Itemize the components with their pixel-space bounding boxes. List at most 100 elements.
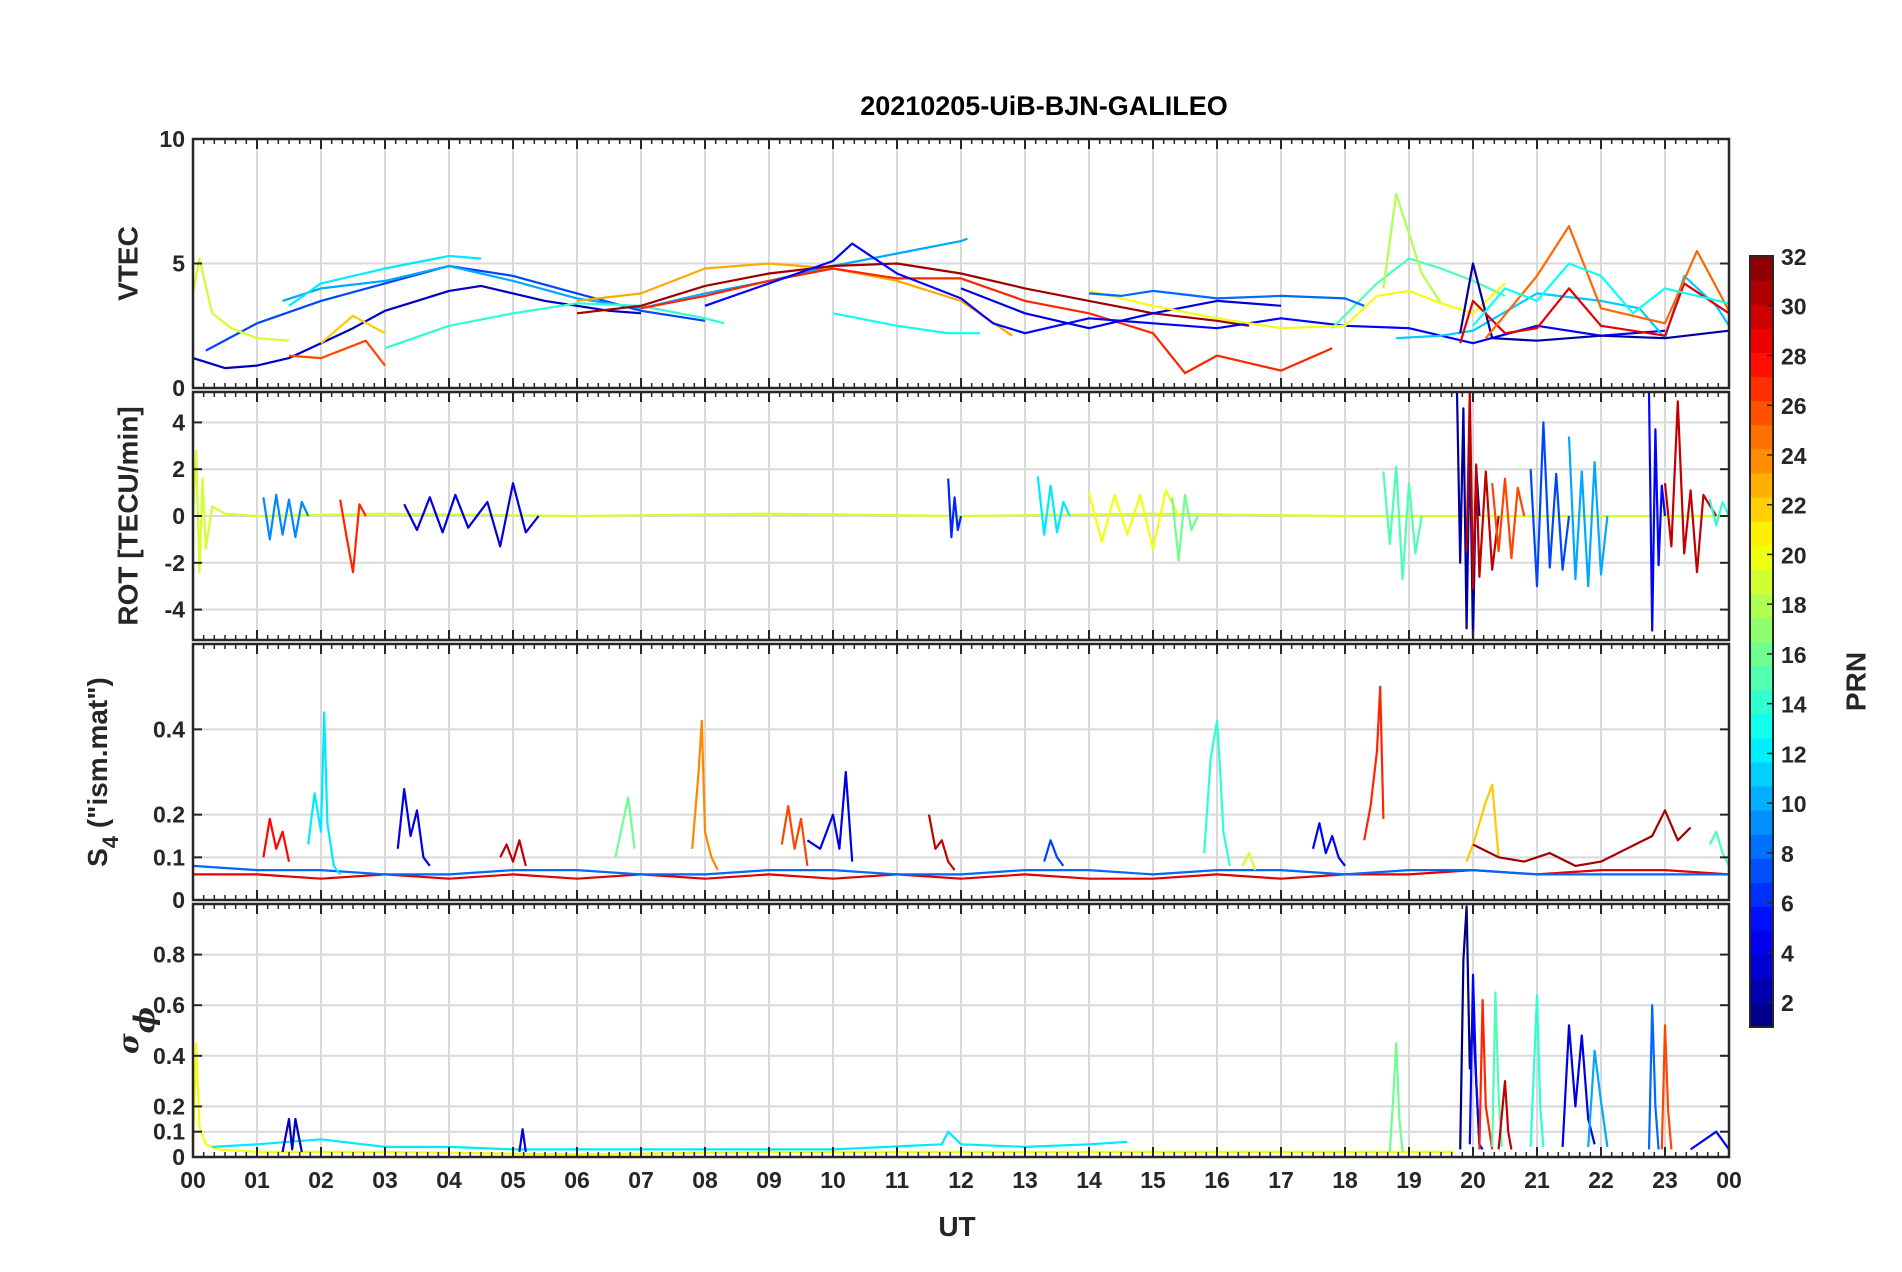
panel-s4: 0 0.1 0.2 0.4 S4 ("ism.mat") bbox=[82, 642, 1731, 913]
s4-series-prn19 bbox=[1241, 851, 1257, 871]
rot-series-prn30 bbox=[1663, 400, 1718, 574]
rot-series-prn16 bbox=[1171, 493, 1199, 562]
s4-series-prn30 bbox=[927, 814, 956, 871]
vtec-series-prn26 bbox=[288, 339, 386, 367]
colorbar-tick-label: 26 bbox=[1781, 393, 1807, 419]
colorbar-swatch bbox=[1750, 424, 1773, 450]
vtec-series-prn25 bbox=[1484, 225, 1729, 339]
x-tick-label: 09 bbox=[756, 1167, 782, 1193]
x-tick-label: 01 bbox=[244, 1167, 270, 1193]
colorbar-swatch bbox=[1750, 448, 1773, 474]
vtec-series-prn23 bbox=[576, 262, 1013, 337]
colorbar-swatch bbox=[1750, 593, 1773, 619]
vtec-series-prn18 bbox=[1382, 192, 1442, 304]
rot-series-prn9 bbox=[262, 493, 310, 541]
sigma-series-prn4 bbox=[518, 1128, 527, 1153]
x-tick-label: 07 bbox=[628, 1167, 654, 1193]
rot-series-prn6 bbox=[947, 478, 963, 539]
vtec-series-prn14 bbox=[384, 302, 725, 350]
colorbar-swatch bbox=[1750, 882, 1773, 908]
vtec-y-tick-label: 0 bbox=[172, 375, 185, 401]
vtec-series-prn5 bbox=[704, 242, 1666, 345]
s4-series-prn22 bbox=[1465, 783, 1500, 862]
s4-series-prn28 bbox=[262, 817, 291, 862]
colorbar-swatch bbox=[1750, 352, 1773, 378]
colorbar-swatch bbox=[1750, 1002, 1773, 1028]
x-tick-label: 00 bbox=[1716, 1167, 1742, 1193]
colorbar-tick-label: 32 bbox=[1781, 244, 1807, 270]
vtec-series-prn4 bbox=[960, 287, 1282, 330]
colorbar-swatch bbox=[1750, 689, 1773, 715]
rot-series-prn19 bbox=[193, 449, 1729, 574]
vtec-series-group bbox=[193, 192, 1729, 375]
sigma-series-prn20 bbox=[193, 1042, 1454, 1156]
rot-y-tick-label: -2 bbox=[165, 550, 185, 576]
sigma-series-prn10 bbox=[1587, 1049, 1609, 1148]
rot-series-prn4 bbox=[403, 482, 540, 548]
vtec-series-prn27 bbox=[640, 267, 1333, 375]
colorbar-swatch bbox=[1750, 304, 1773, 329]
colorbar-label: PRN bbox=[1840, 652, 1871, 711]
x-tick-label: 17 bbox=[1268, 1167, 1294, 1193]
chart-title: 20210205-UiB-BJN-GALILEO bbox=[860, 91, 1228, 121]
x-tick-label: 00 bbox=[180, 1167, 206, 1193]
s4-series-prn27 bbox=[1363, 685, 1385, 841]
rot-y-tick-label: 0 bbox=[172, 503, 185, 529]
colorbar-swatch bbox=[1750, 906, 1773, 932]
colorbar-swatch bbox=[1750, 545, 1773, 570]
vtec-y-tick-label: 10 bbox=[159, 126, 185, 152]
sigma-y-tick-label: 0.8 bbox=[153, 942, 185, 968]
colorbar-tick-label: 4 bbox=[1781, 940, 1794, 966]
s4-series-prn12 bbox=[307, 711, 342, 876]
s4-series-prn24 bbox=[691, 719, 719, 871]
rot-series-prn14 bbox=[1708, 499, 1729, 527]
s4-series-prn30 bbox=[499, 839, 527, 867]
colorbar-swatch bbox=[1750, 713, 1773, 739]
x-tick-label: 15 bbox=[1140, 1167, 1166, 1193]
sigma-series-prn14 bbox=[1529, 993, 1545, 1147]
x-tick-label: 21 bbox=[1524, 1167, 1550, 1193]
rot-y-axis-label: ROT [TECU/min] bbox=[112, 406, 143, 625]
sigma-series-prn8 bbox=[1647, 1004, 1660, 1150]
sigma-y-axis-label: σϕ bbox=[112, 1007, 162, 1054]
rot-y-tick-label: -4 bbox=[165, 597, 186, 623]
colorbar-swatch bbox=[1750, 376, 1773, 402]
x-tick-label: 13 bbox=[1012, 1167, 1038, 1193]
colorbar-swatch bbox=[1750, 280, 1773, 305]
x-tick-label: 20 bbox=[1460, 1167, 1486, 1193]
vtec-series-prn12 bbox=[288, 254, 482, 307]
x-tick-label: 06 bbox=[564, 1167, 590, 1193]
x-tick-label: 18 bbox=[1332, 1167, 1358, 1193]
colorbar-tick-label: 20 bbox=[1781, 542, 1807, 568]
x-tick-label: 10 bbox=[820, 1167, 846, 1193]
colorbar-swatch bbox=[1750, 786, 1773, 811]
s4-series-prn16 bbox=[614, 796, 636, 858]
colorbar-tick-label: 8 bbox=[1781, 841, 1794, 867]
panel-vtec: 0 5 10 VTEC bbox=[112, 126, 1731, 401]
rot-series-prn30 bbox=[1465, 392, 1500, 590]
rot-series-group bbox=[193, 392, 1729, 640]
colorbar-swatch bbox=[1750, 400, 1773, 426]
colorbar-swatch bbox=[1750, 737, 1773, 763]
s4-y-tick-label: 0.4 bbox=[153, 716, 185, 742]
colorbar-swatch bbox=[1750, 761, 1773, 787]
rot-series-prn26 bbox=[1491, 477, 1526, 560]
colorbar-tick-label: 14 bbox=[1781, 692, 1807, 718]
vtec-series-prn8 bbox=[1088, 289, 1365, 307]
x-tick-label: 19 bbox=[1396, 1167, 1422, 1193]
s4-series-prn4 bbox=[396, 787, 431, 867]
x-axis-label: UT bbox=[938, 1211, 975, 1242]
colorbar-tick-label: 2 bbox=[1781, 990, 1794, 1016]
colorbar-frame bbox=[1749, 255, 1774, 1028]
vtec-series-prn13 bbox=[1472, 262, 1729, 327]
s4-series-prn26 bbox=[780, 804, 809, 867]
colorbar-swatch bbox=[1750, 521, 1773, 546]
x-tick-label: 16 bbox=[1204, 1167, 1230, 1193]
s4-series-group bbox=[193, 685, 1729, 880]
rot-y-tick-label: 2 bbox=[172, 456, 185, 482]
sigma-y-tick-label: 0.6 bbox=[153, 992, 185, 1018]
vtec-series-prn7 bbox=[205, 264, 706, 352]
x-tick-label: 22 bbox=[1588, 1167, 1614, 1193]
colorbar-swatch bbox=[1750, 617, 1773, 643]
colorbar-tick-label: 24 bbox=[1781, 443, 1807, 469]
